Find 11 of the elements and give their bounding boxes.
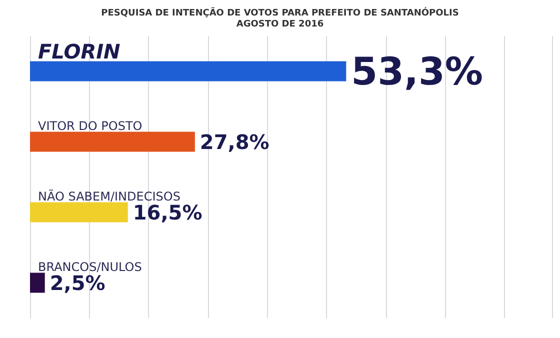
bar xyxy=(30,61,346,82)
y-tick-label: VITOR DO POSTO xyxy=(38,118,142,133)
data-label: 53,3% xyxy=(351,49,484,94)
y-tick-label: BRANCOS/NULOS xyxy=(38,260,142,274)
bar xyxy=(30,272,45,293)
bar xyxy=(30,132,195,152)
data-label: 27,8% xyxy=(200,130,270,154)
chart-title: PESQUISA DE INTENÇÃO DE VOTOS PARA PREFEITO DE SANTANÓPOLIS xyxy=(101,6,459,18)
chart-subtitle: AGOSTO DE 2016 xyxy=(236,20,324,30)
bar xyxy=(30,202,128,222)
y-tick-label: FLORIN xyxy=(38,39,121,64)
